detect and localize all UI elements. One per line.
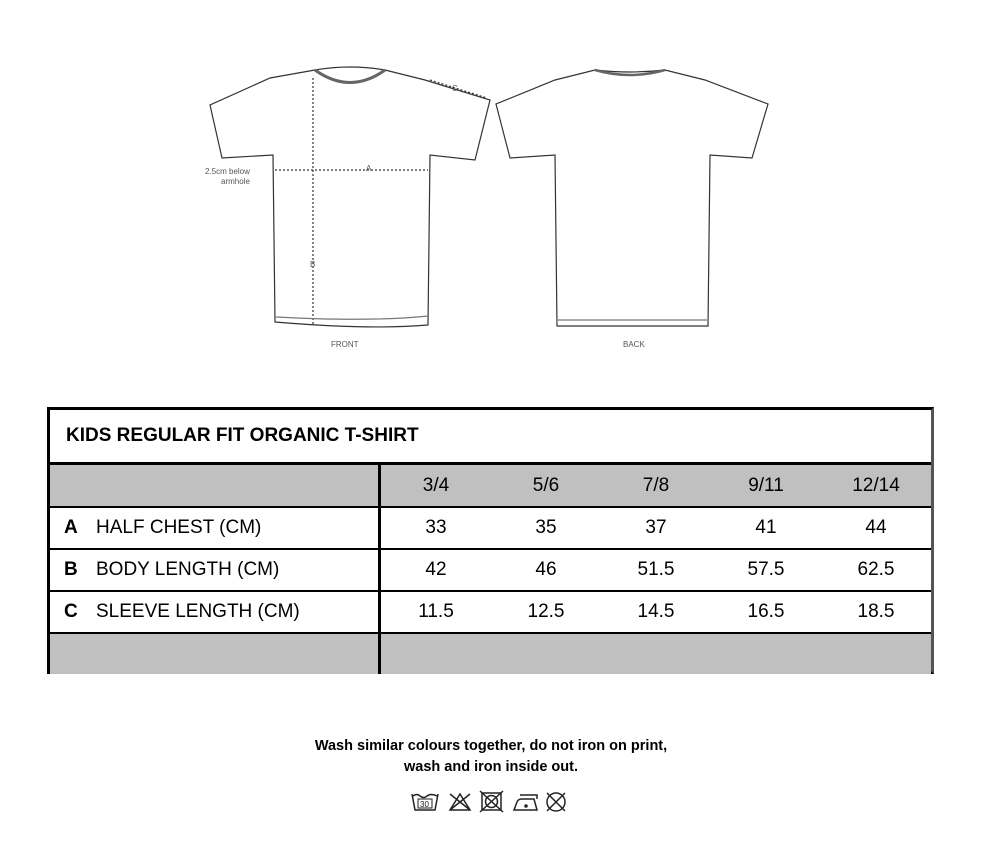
value-cell: 37 [645, 517, 667, 538]
size-header: 9/11 [748, 474, 784, 496]
measurement-name: BODY LENGTH (CM) [96, 559, 280, 580]
value-cell: 11.5 [418, 601, 454, 622]
measurement-label: A HALF CHEST (CM) [50, 508, 381, 548]
value-cell: 62.5 [857, 559, 895, 580]
table-row: B BODY LENGTH (CM) 42 46 51.5 57.5 62.5 [50, 550, 931, 592]
no-dry-clean-icon [546, 792, 566, 812]
value-cell: 35 [535, 517, 557, 538]
table-title: KIDS REGULAR FIT ORGANIC T-SHIRT [50, 410, 931, 465]
measurement-key: B [64, 559, 78, 580]
value-cell: 14.5 [637, 601, 675, 622]
table-footer-row [50, 634, 931, 674]
care-line: Wash similar colours together, do not ir… [314, 738, 668, 754]
care-line: wash and iron inside out. [403, 759, 578, 775]
wash-30-icon: 30 [411, 793, 439, 811]
marker-c: C [452, 84, 458, 93]
value-cell: 51.5 [637, 559, 675, 580]
svg-text:30: 30 [420, 800, 429, 809]
table-row: C SLEEVE LENGTH (CM) 11.5 12.5 14.5 16.5 18.5 [50, 592, 931, 634]
size-header: 7/8 [642, 474, 670, 496]
measurement-key: A [64, 517, 78, 538]
size-header: 12/14 [852, 474, 900, 496]
no-tumble-dry-icon [479, 790, 504, 813]
front-label: FRONT [331, 340, 359, 349]
value-cell: 33 [425, 517, 447, 538]
measurement-name: SLEEVE LENGTH (CM) [96, 601, 300, 622]
no-bleach-icon [448, 792, 472, 811]
measurement-name: HALF CHEST (CM) [96, 517, 262, 538]
value-cell: 18.5 [857, 601, 895, 622]
size-header-row: 3/4 5/6 7/8 9/11 12/14 [50, 465, 931, 508]
table-row: A HALF CHEST (CM) 33 35 37 41 44 [50, 508, 931, 550]
front-shirt [209, 66, 491, 328]
care-icons: 30 [411, 790, 566, 813]
value-cell: 16.5 [747, 601, 785, 622]
tshirt-diagram [209, 66, 769, 328]
value-cell: 46 [535, 559, 557, 580]
back-shirt [495, 68, 769, 327]
measurement-label: C SLEEVE LENGTH (CM) [50, 592, 381, 632]
value-cell: 41 [755, 517, 777, 538]
armhole-note: 2.5cm below armhole [205, 167, 250, 186]
size-chart-table: KIDS REGULAR FIT ORGANIC T-SHIRT 3/4 5/6… [47, 407, 934, 674]
value-cell: 57.5 [747, 559, 785, 580]
value-cell: 42 [425, 559, 447, 580]
size-header: 5/6 [532, 474, 560, 496]
value-cell: 12.5 [527, 601, 565, 622]
measurement-label: B BODY LENGTH (CM) [50, 550, 381, 590]
value-cell: 44 [865, 517, 887, 538]
measurement-key: C [64, 601, 78, 622]
iron-low-icon [512, 794, 538, 811]
size-header: 3/4 [422, 474, 450, 496]
marker-a: A [366, 164, 372, 173]
marker-b: B [310, 260, 316, 269]
back-label: BACK [623, 340, 645, 349]
care-instructions: Wash similar colours together, do not ir… [0, 736, 982, 778]
